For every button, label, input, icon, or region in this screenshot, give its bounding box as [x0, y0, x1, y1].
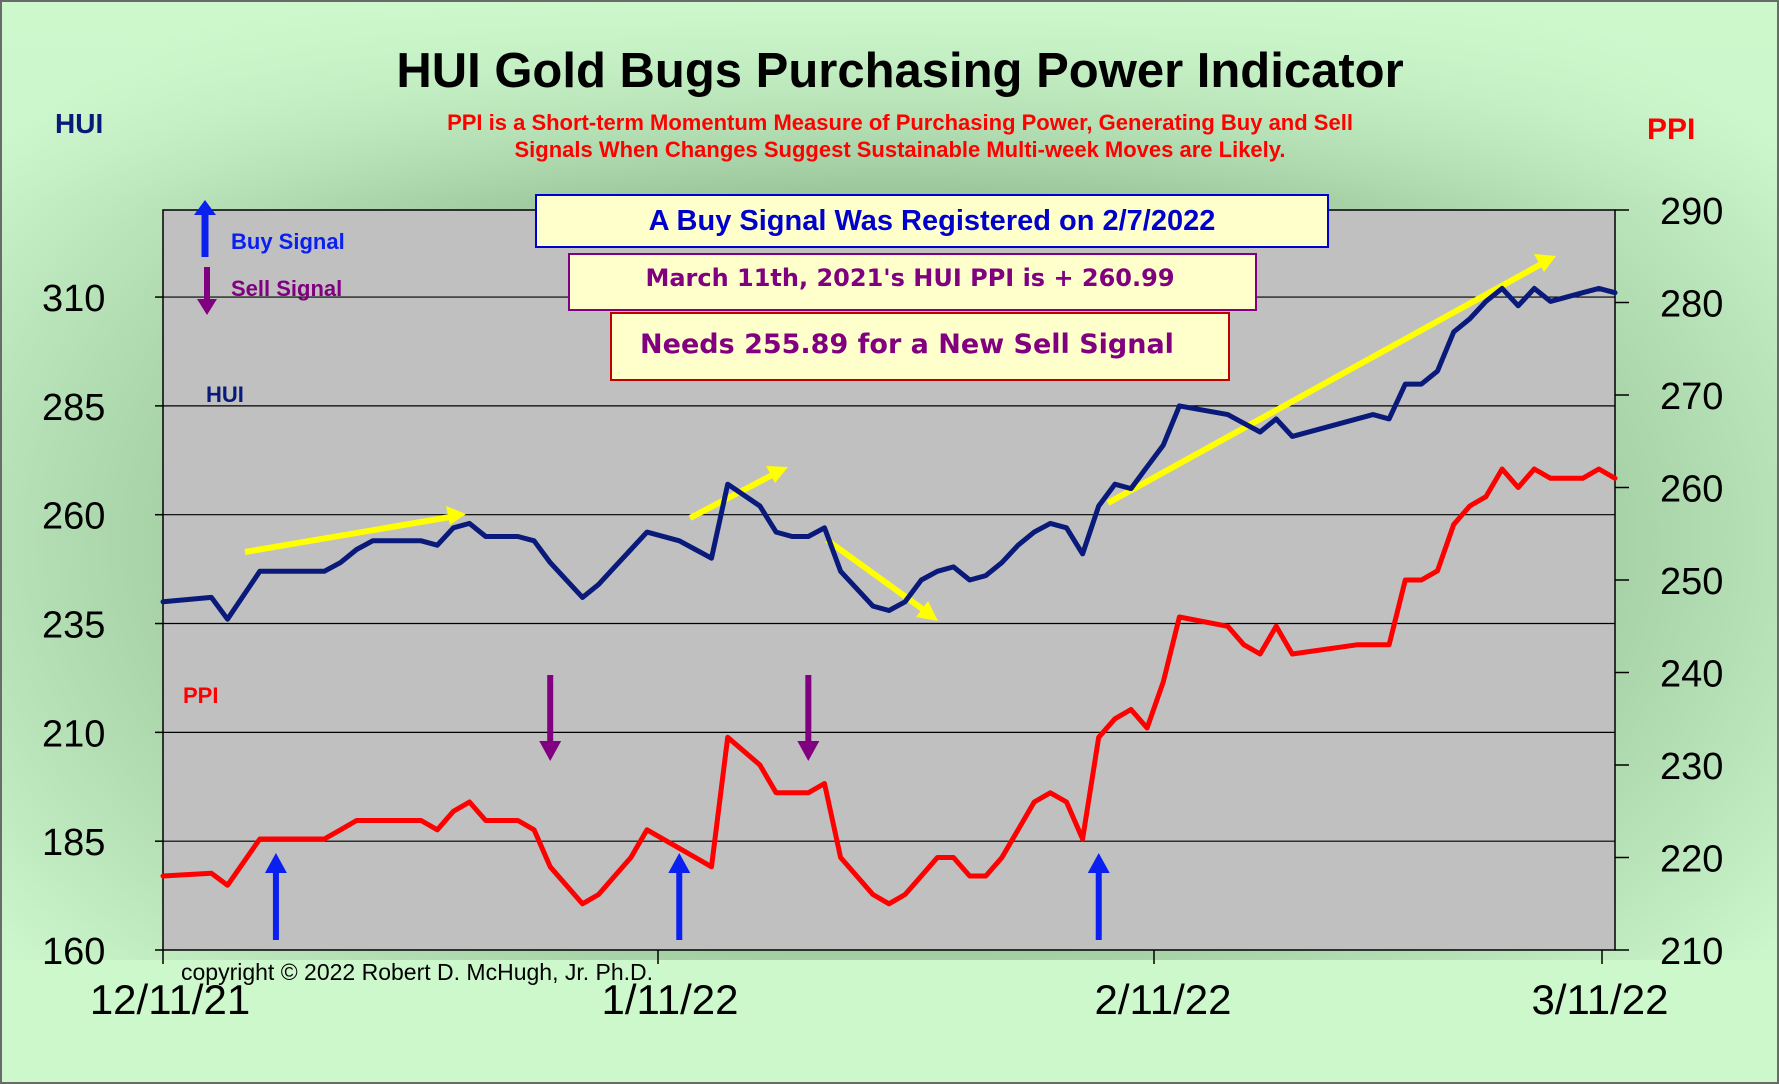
chart-background-top-fade — [0, 0, 1779, 200]
sell-signal-head — [797, 741, 820, 761]
info-box-3-text: Needs 255.89 for a New Sell Signal — [640, 329, 1174, 360]
right-tick-label: 250 — [1660, 561, 1723, 603]
chart-subtitle-line1: PPI is a Short-term Momentum Measure of … — [447, 110, 1353, 135]
buy-signal-arrow — [1087, 853, 1110, 940]
trend-arrow-4 — [1106, 259, 1547, 506]
x-axis: 12/11/21 1/11/22 2/11/22 3/11/22 — [90, 950, 1669, 1023]
trend-arrow-1-head — [446, 506, 466, 525]
info-box-2-frame — [568, 253, 1257, 311]
legend: Buy Signal Sell Signal — [194, 200, 345, 315]
sell-signal-head — [539, 741, 562, 761]
buy-signal-head — [264, 853, 287, 873]
right-tick-label: 240 — [1660, 654, 1723, 696]
trend-arrow-3-head — [916, 601, 938, 621]
right-tick-label: 280 — [1660, 284, 1723, 326]
left-tick-label: 260 — [42, 496, 105, 538]
ppi-line — [160, 466, 1618, 907]
chart-subtitle-line2: Signals When Changes Suggest Sustainable… — [514, 137, 1285, 162]
right-tick-label: 270 — [1660, 376, 1723, 418]
left-tick-label: 185 — [42, 822, 105, 864]
trend-arrow-3 — [825, 537, 930, 616]
info-box-3-frame — [610, 312, 1230, 381]
chart-background-bottom — [0, 960, 1779, 1084]
sell-signal-arrow — [797, 675, 820, 761]
trend-arrow-2 — [688, 469, 780, 521]
signal-arrows — [264, 675, 1110, 940]
hui-line — [160, 285, 1618, 622]
left-tick-label: 285 — [42, 387, 105, 429]
hui-series — [160, 285, 1618, 622]
trend-arrow-2-head — [766, 466, 788, 483]
buy-signal-arrow — [668, 853, 691, 940]
trend-arrow-1 — [244, 513, 457, 555]
right-tick-label: 220 — [1660, 839, 1723, 881]
x-tick-label: 2/11/22 — [1094, 976, 1231, 1023]
buy-signal-head — [1087, 853, 1110, 873]
legend-buy-arrowhead — [194, 200, 216, 215]
x-tick-label: 12/11/21 — [90, 976, 250, 1023]
ppi-series — [160, 466, 1618, 907]
trend-arrow-4-head — [1534, 254, 1556, 272]
info-box-1-frame — [535, 194, 1329, 248]
sell-signal-arrow — [539, 675, 562, 761]
legend-sell-label: Sell Signal — [231, 276, 342, 301]
gridlines — [163, 296, 1615, 842]
chart-title: HUI Gold Bugs Purchasing Power Indicator — [396, 44, 1403, 98]
legend-buy-label: Buy Signal — [231, 229, 345, 254]
right-tick-label: 290 — [1660, 191, 1723, 233]
left-axis: 160 185 210 235 260 285 310 — [42, 278, 163, 973]
left-tick-label: 310 — [42, 278, 105, 320]
ppi-series-label: PPI — [183, 683, 218, 708]
legend-sell-arrowhead — [197, 299, 217, 315]
left-tick-label: 160 — [42, 931, 105, 973]
x-tick-label: 3/11/22 — [1531, 976, 1668, 1023]
trend-arrows — [244, 254, 1556, 621]
info-box-1-text: A Buy Signal Was Registered on 2/7/2022 — [649, 205, 1216, 237]
left-axis-title: HUI — [55, 108, 103, 139]
hui-series-label: HUI — [206, 382, 244, 407]
right-tick-label: 210 — [1660, 931, 1723, 973]
copyright-text: copyright © 2022 Robert D. McHugh, Jr. P… — [181, 959, 653, 985]
left-tick-label: 210 — [42, 713, 105, 755]
x-tick-label: 1/11/22 — [601, 976, 738, 1023]
right-axis-title: PPI — [1647, 113, 1695, 146]
right-axis: 210 220 230 240 250 260 270 280 290 — [1615, 191, 1723, 973]
right-tick-label: 260 — [1660, 469, 1723, 511]
info-box-2-text: March 11th, 2021's HUI PPI is + 260.99 — [645, 264, 1174, 292]
buy-signal-head — [668, 853, 691, 873]
left-tick-label: 235 — [42, 605, 105, 647]
buy-signal-arrow — [264, 853, 287, 940]
right-tick-label: 230 — [1660, 746, 1723, 788]
